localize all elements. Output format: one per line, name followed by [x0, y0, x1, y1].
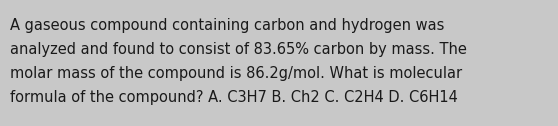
Text: formula of the compound? A. C3H7 B. Ch2 C. C2H4 D. C6H14: formula of the compound? A. C3H7 B. Ch2 …: [10, 90, 458, 105]
Text: analyzed and found to consist of 83.65% carbon by mass. The: analyzed and found to consist of 83.65% …: [10, 42, 467, 57]
Text: A gaseous compound containing carbon and hydrogen was: A gaseous compound containing carbon and…: [10, 18, 444, 33]
Text: molar mass of the compound is 86.2g/mol. What is molecular: molar mass of the compound is 86.2g/mol.…: [10, 66, 462, 81]
